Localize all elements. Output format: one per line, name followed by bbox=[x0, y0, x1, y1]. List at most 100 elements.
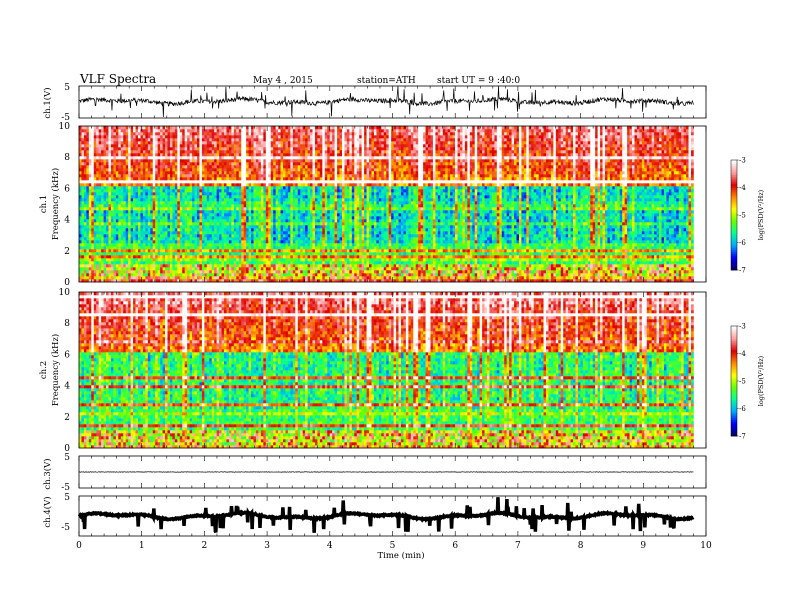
spec1-cell bbox=[678, 258, 682, 262]
spec1-cell bbox=[415, 225, 419, 229]
spec1-cell bbox=[88, 270, 92, 274]
spec1-cell bbox=[681, 264, 684, 268]
spec1-cell bbox=[651, 279, 655, 283]
spec1-cell bbox=[644, 249, 648, 253]
spec1-cell bbox=[619, 231, 623, 235]
spec1-cell bbox=[120, 267, 124, 271]
spec1-cell bbox=[169, 279, 173, 283]
spec1-cell bbox=[590, 228, 593, 232]
spec1-cell bbox=[260, 243, 264, 247]
spec1-cell bbox=[568, 231, 571, 235]
spec1-cell bbox=[258, 252, 262, 256]
spec1-cell bbox=[494, 234, 498, 238]
spec1-cell bbox=[221, 261, 225, 265]
spec1-cell bbox=[629, 261, 633, 265]
spec1-cell bbox=[592, 267, 596, 271]
spec1-cell bbox=[341, 255, 345, 259]
spec1-cell bbox=[668, 276, 672, 280]
spec1-cell bbox=[600, 249, 603, 253]
spec1-cell bbox=[204, 228, 208, 232]
spec1-cell bbox=[140, 270, 144, 274]
spec1-cell bbox=[678, 252, 682, 256]
spec1-cell bbox=[391, 270, 394, 274]
spec1-cell bbox=[632, 264, 635, 268]
spec1-cell bbox=[233, 237, 237, 241]
spec1-cell bbox=[169, 258, 173, 262]
spec1-cell bbox=[211, 258, 215, 262]
spec1-cell bbox=[607, 252, 611, 256]
spec1-cell bbox=[432, 267, 436, 271]
spec1-cell bbox=[391, 246, 394, 250]
spec1-cell bbox=[418, 273, 421, 277]
spec1-cell bbox=[137, 240, 141, 244]
spec1-cell bbox=[214, 222, 217, 226]
spec1-cell bbox=[457, 273, 461, 277]
spec1-cell bbox=[440, 252, 444, 256]
spec1-cell bbox=[501, 228, 505, 232]
spec1-cell bbox=[265, 231, 269, 235]
spec1-cell bbox=[691, 234, 694, 238]
spec1-cell bbox=[255, 270, 259, 274]
spec1-cell bbox=[420, 273, 424, 277]
spec1-cell bbox=[228, 270, 232, 274]
spec1-cell bbox=[531, 255, 534, 259]
spec1-cell bbox=[177, 225, 181, 229]
header-start-time: start UT = 9 :40:0 bbox=[437, 76, 520, 86]
spec1-cell bbox=[123, 276, 126, 280]
spec1-cell bbox=[668, 279, 672, 283]
spec1-cell bbox=[98, 267, 102, 271]
spec1-cell bbox=[600, 267, 603, 271]
spec1-cell bbox=[228, 258, 232, 262]
spec1-cell bbox=[145, 279, 149, 283]
spec1-cell bbox=[137, 237, 141, 241]
spec1-cell bbox=[383, 273, 387, 277]
spec1-cell bbox=[619, 246, 623, 250]
spec1-cell bbox=[130, 270, 134, 274]
spec1-cell bbox=[661, 255, 665, 259]
spec1-cell bbox=[659, 252, 662, 256]
spec1-cell bbox=[108, 261, 112, 265]
spec1-cell bbox=[452, 261, 456, 265]
spec1-cell bbox=[570, 264, 574, 268]
spec1-cell bbox=[691, 237, 694, 241]
spec1-cell bbox=[91, 255, 95, 259]
spec1-cell bbox=[248, 237, 252, 241]
spec1-cell bbox=[295, 243, 299, 247]
spec1-cell bbox=[459, 240, 463, 244]
spec1-cell bbox=[528, 249, 532, 253]
spec1-cell bbox=[332, 255, 335, 259]
spec1-cell bbox=[79, 246, 82, 250]
spec1-cell bbox=[123, 249, 126, 253]
spec1-cell bbox=[550, 261, 554, 265]
spec1-cell bbox=[373, 225, 377, 229]
spec1-cell bbox=[290, 258, 294, 262]
spec1-cell bbox=[214, 264, 217, 268]
spec1-cell bbox=[545, 255, 549, 259]
spec1-cell bbox=[477, 252, 480, 256]
spec1-cell bbox=[538, 261, 542, 265]
spec1-cell bbox=[408, 228, 412, 232]
spec1-cell bbox=[327, 231, 330, 235]
spec1-cell bbox=[622, 246, 625, 250]
spec1-cell bbox=[455, 237, 458, 241]
spec1-cell bbox=[514, 222, 517, 226]
spec1-cell bbox=[356, 252, 360, 256]
spec1-cell bbox=[541, 237, 544, 241]
spec1-cell bbox=[145, 276, 149, 280]
spec1-cell bbox=[607, 267, 611, 271]
spec1-cell bbox=[263, 252, 267, 256]
spec1-cell bbox=[622, 237, 625, 241]
spec1-cell bbox=[388, 225, 392, 229]
spec1-cell bbox=[597, 267, 601, 271]
spec1-cell bbox=[445, 237, 448, 241]
spec1-cell bbox=[150, 222, 154, 226]
spec1-cell bbox=[691, 258, 694, 262]
spec1-cell bbox=[255, 225, 259, 229]
spec1-cell bbox=[182, 228, 185, 232]
spec1-cell bbox=[489, 243, 493, 247]
spec1-cell bbox=[504, 270, 507, 274]
spec1-cell bbox=[150, 234, 154, 238]
spec1-cell bbox=[425, 231, 429, 235]
spec1-cell bbox=[337, 264, 340, 268]
spec1-cell bbox=[346, 264, 350, 268]
